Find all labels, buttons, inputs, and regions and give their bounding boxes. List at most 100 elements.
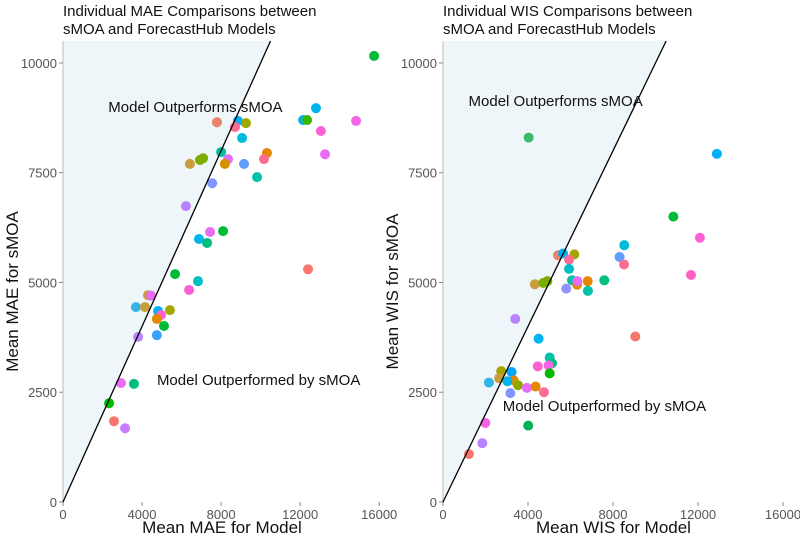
y-tick-label: 0 (50, 495, 57, 510)
data-point (145, 290, 156, 301)
data-point (463, 449, 474, 460)
data-point (529, 279, 540, 290)
data-point (140, 302, 151, 313)
data-point (320, 149, 331, 160)
data-point (572, 276, 583, 287)
data-point (302, 115, 313, 126)
data-point (252, 172, 263, 183)
data-point (170, 269, 181, 280)
data-point (202, 237, 213, 248)
x-tick-label: 0 (59, 507, 66, 522)
data-point (619, 240, 630, 251)
data-point (523, 420, 534, 431)
data-point (211, 117, 222, 128)
x-tick-label: 8000 (207, 507, 236, 522)
data-point (108, 416, 119, 427)
y-axis-label: Mean WIS for sMOA (383, 213, 402, 370)
x-tick-label: 4000 (514, 507, 543, 522)
data-point (184, 284, 195, 295)
y-tick-label: 0 (430, 495, 437, 510)
x-tick-label: 12000 (680, 507, 716, 522)
data-point (530, 381, 541, 392)
data-point (218, 226, 229, 237)
data-point (502, 376, 513, 387)
data-point (219, 158, 230, 169)
data-point (477, 438, 488, 449)
y-tick-label: 10000 (401, 56, 437, 71)
data-point (239, 158, 250, 169)
chart-title-line: Individual WIS Comparisons between (443, 3, 692, 20)
data-point (582, 276, 593, 287)
chart-title-line: Individual MAE Comparisons between (63, 3, 316, 20)
reference-line-y-equals-x (442, 40, 667, 503)
data-point (543, 360, 554, 371)
data-point (506, 367, 517, 378)
data-point (180, 201, 191, 212)
data-point (630, 331, 641, 342)
data-point (523, 132, 534, 143)
y-tick-label: 2500 (408, 385, 437, 400)
data-point (614, 252, 625, 263)
x-axis-label: Mean MAE for Model (142, 518, 302, 537)
data-point (599, 275, 610, 286)
x-tick-label: 8000 (599, 507, 628, 522)
data-point (193, 234, 204, 245)
data-point (164, 305, 175, 316)
data-point (241, 118, 252, 129)
data-point (685, 270, 696, 281)
y-tick-label: 5000 (408, 275, 437, 290)
y-tick-label: 5000 (28, 275, 57, 290)
data-point (513, 380, 524, 391)
y-axis-label: Mean MAE for sMOA (3, 211, 22, 372)
x-tick-label: 12000 (282, 507, 318, 522)
data-point (694, 232, 705, 243)
data-point (510, 313, 521, 324)
data-point (237, 133, 248, 144)
data-point (303, 264, 314, 275)
annotation-label: Model Outperformed by sMOA (503, 398, 706, 415)
data-point (668, 211, 679, 222)
data-point (207, 178, 218, 189)
x-tick-label: 16000 (765, 507, 800, 522)
annotation-label: Model Outperforms sMOA (108, 99, 282, 116)
y-tick-label: 10000 (21, 56, 57, 71)
data-point (205, 226, 216, 237)
data-point (133, 331, 144, 342)
y-tick-label: 7500 (28, 166, 57, 181)
data-point (561, 283, 572, 294)
reference-line-y-equals-x (62, 40, 272, 503)
data-point (120, 423, 131, 434)
chart-title-line: sMOA and ForecastHub Models (63, 21, 276, 38)
data-point (184, 158, 195, 169)
x-tick-label: 0 (439, 507, 446, 522)
data-point (538, 387, 549, 398)
data-point (564, 263, 575, 274)
data-point (128, 378, 139, 389)
data-point (521, 382, 532, 393)
x-tick-label: 4000 (128, 507, 157, 522)
y-tick-label: 2500 (28, 385, 57, 400)
data-point (198, 153, 209, 164)
annotation-label: Model Outperforms sMOA (469, 93, 643, 110)
data-point (351, 115, 362, 126)
data-point (315, 126, 326, 137)
data-point (158, 320, 169, 331)
y-tick-label: 7500 (408, 166, 437, 181)
data-point (542, 276, 553, 287)
data-point (532, 361, 543, 372)
data-point (505, 388, 516, 399)
data-point (258, 154, 269, 165)
data-point (151, 330, 162, 341)
chart-title-line: sMOA and ForecastHub Models (443, 21, 656, 38)
data-point (533, 333, 544, 344)
data-point (151, 313, 162, 324)
data-point (192, 276, 203, 287)
data-point (483, 377, 494, 388)
data-point (564, 254, 575, 265)
data-point (544, 368, 555, 379)
x-tick-label: 16000 (361, 507, 397, 522)
data-point (115, 378, 126, 389)
